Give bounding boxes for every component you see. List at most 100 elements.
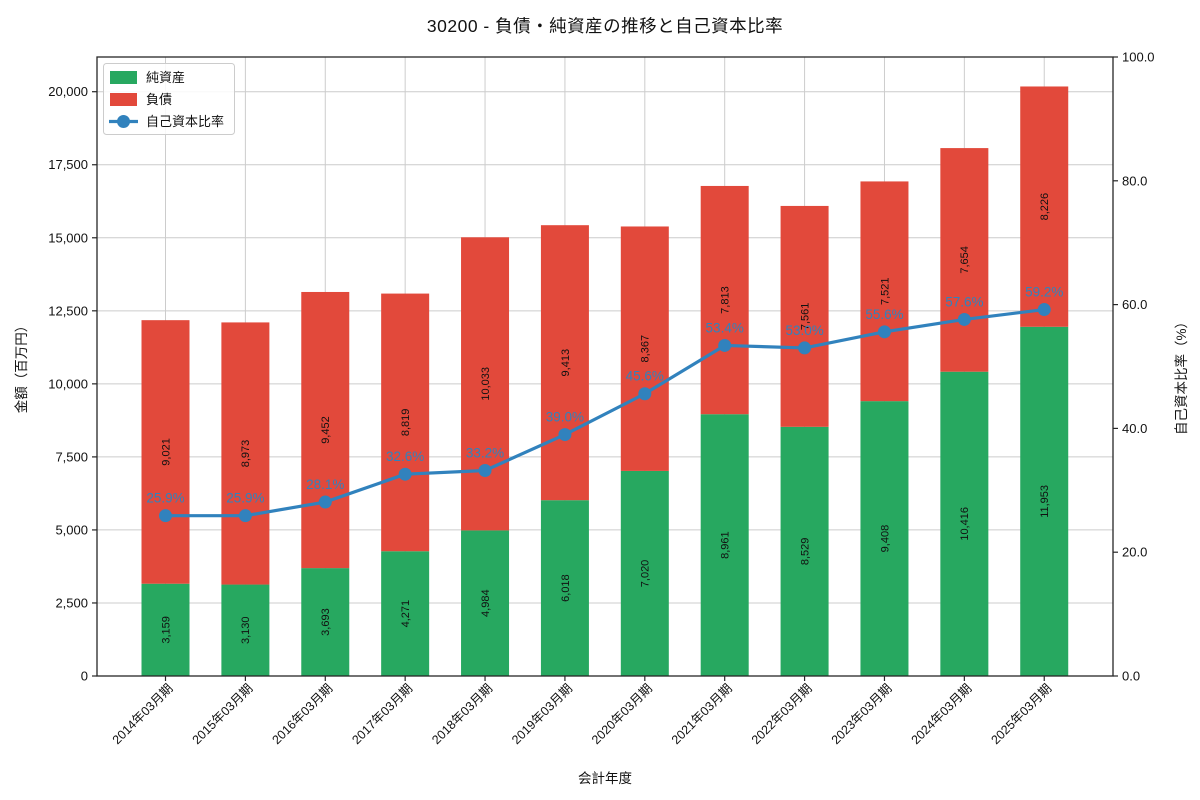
bar-liabilities xyxy=(940,148,989,372)
bar-net-assets xyxy=(221,584,270,676)
bar-liabilities xyxy=(1020,86,1069,327)
y-axis-tick-label-left: 10,000 xyxy=(48,376,88,391)
equity-ratio-label: 59.2% xyxy=(1025,285,1063,300)
bar-value-label-liab: 9,021 xyxy=(160,438,172,466)
equity-ratio-label: 33.2% xyxy=(466,445,504,460)
bar-liabilities xyxy=(700,185,749,415)
bar-value-label-liab: 8,367 xyxy=(640,335,652,363)
equity-ratio-label: 53.4% xyxy=(706,320,744,335)
equity-ratio-point xyxy=(159,509,172,523)
bar-value-label-net: 3,693 xyxy=(320,608,332,636)
bar-value-label-liab: 9,452 xyxy=(320,416,332,444)
legend-label: 純資産 xyxy=(146,70,185,85)
bar-liabilities xyxy=(860,181,909,402)
equity-ratio-point xyxy=(798,341,812,355)
equity-ratio-label: 55.6% xyxy=(865,307,903,322)
bar-value-label-liab: 8,819 xyxy=(400,409,412,437)
bar-net-assets xyxy=(301,568,350,676)
equity-ratio-label: 53.0% xyxy=(785,323,823,338)
x-axis-tick-label: 2015年03月期 xyxy=(190,681,256,747)
x-axis-tick-label: 2021年03月期 xyxy=(669,681,735,747)
bar-value-label-net: 8,961 xyxy=(720,531,732,559)
bar-net-assets xyxy=(1020,326,1069,676)
legend-label: 自己資本比率 xyxy=(146,114,224,129)
equity-ratio-point xyxy=(238,509,252,523)
bar-liabilities xyxy=(540,225,589,501)
x-axis-tick-label: 2023年03月期 xyxy=(829,681,895,747)
bar-value-label-net: 7,020 xyxy=(640,560,652,588)
equity-ratio-point xyxy=(318,495,332,509)
bar-liabilities xyxy=(780,205,829,427)
bar-value-label-liab: 9,413 xyxy=(560,349,572,377)
y-axis-tick-label-left: 17,500 xyxy=(48,157,88,172)
x-axis-tick-label: 2019年03月期 xyxy=(509,681,575,747)
y-axis-tick-label-right: 60.0 xyxy=(1122,297,1147,312)
y-axis-tick-label-right: 20.0 xyxy=(1122,545,1147,560)
equity-ratio-point xyxy=(957,312,971,326)
legend-marker-equity-ratio xyxy=(117,115,130,128)
bar-net-assets xyxy=(700,414,749,676)
bar-net-assets xyxy=(461,530,510,676)
bar-net-assets xyxy=(381,551,430,676)
bar-value-label-net: 3,159 xyxy=(160,616,172,644)
equity-ratio-point xyxy=(877,325,891,339)
x-axis-tick-label: 2017年03月期 xyxy=(349,681,415,747)
bar-value-label-net: 10,416 xyxy=(959,507,971,541)
bar-net-assets xyxy=(141,583,190,676)
plot-border xyxy=(96,56,1114,677)
equity-ratio-point xyxy=(398,467,412,481)
y-axis-tick-label-right: 0.0 xyxy=(1122,669,1140,684)
bar-net-assets xyxy=(940,371,989,676)
equity-ratio-point xyxy=(1037,303,1051,317)
y-axis-tick-label-right: 40.0 xyxy=(1122,421,1147,436)
equity-ratio-label: 25.9% xyxy=(226,491,264,506)
x-axis-tick-label: 2014年03月期 xyxy=(110,681,176,747)
bar-value-label-liab: 7,561 xyxy=(799,303,811,331)
x-axis-label: 会計年度 xyxy=(578,771,632,786)
bar-liabilities xyxy=(381,293,430,552)
x-axis-tick-label: 2022年03月期 xyxy=(749,681,815,747)
bar-net-assets xyxy=(780,426,829,676)
legend-swatch-net-assets xyxy=(110,71,137,84)
x-axis-tick-label: 2018年03月期 xyxy=(429,681,495,747)
equity-ratio-label: 32.6% xyxy=(386,449,424,464)
x-axis-tick-label: 2024年03月期 xyxy=(909,681,975,747)
bar-liabilities xyxy=(461,237,510,531)
bar-value-label-net: 4,984 xyxy=(480,589,492,617)
bar-liabilities xyxy=(221,322,270,585)
bar-value-label-liab: 10,033 xyxy=(480,367,492,401)
equity-ratio-line xyxy=(165,307,1045,518)
bar-value-label-net: 4,271 xyxy=(400,600,412,628)
y-axis-tick-label-left: 2,500 xyxy=(55,595,88,610)
bar-net-assets xyxy=(860,401,909,676)
chart-title: 30200 - 負債・純資産の推移と自己資本比率 xyxy=(426,16,784,36)
bar-value-label-liab: 7,521 xyxy=(879,278,891,306)
bar-value-label-net: 11,953 xyxy=(1039,485,1051,518)
y-axis-tick-label-left: 0 xyxy=(81,669,88,684)
y-axis-tick-label-left: 5,000 xyxy=(55,522,88,537)
y-axis-tick-label-left: 20,000 xyxy=(48,84,88,99)
bar-net-assets xyxy=(620,470,669,676)
x-axis-tick-label: 2020年03月期 xyxy=(589,681,655,747)
bar-value-label-liab: 8,973 xyxy=(240,440,252,468)
equity-ratio-label: 39.0% xyxy=(546,410,584,425)
equity-ratio-point xyxy=(478,463,492,477)
equity-ratio-point xyxy=(558,428,572,442)
legend-label: 負債 xyxy=(146,92,172,107)
bar-liabilities xyxy=(620,226,669,471)
bar-net-assets xyxy=(540,500,589,676)
equity-ratio-label: 45.6% xyxy=(626,369,664,384)
equity-ratio-label: 57.6% xyxy=(945,294,983,309)
bar-value-label-liab: 7,813 xyxy=(720,286,732,314)
x-axis-tick-label: 2016年03月期 xyxy=(269,681,335,747)
equity-ratio-label: 28.1% xyxy=(306,477,344,492)
equity-ratio-label: 25.9% xyxy=(146,491,184,506)
bar-liabilities xyxy=(301,291,350,569)
y-axis-tick-label-left: 7,500 xyxy=(55,449,88,464)
legend-swatch-liabilities xyxy=(110,93,137,106)
equity-ratio-point xyxy=(718,338,732,352)
bar-liabilities xyxy=(141,320,190,584)
y-axis-tick-label-right: 100.0 xyxy=(1122,50,1155,65)
